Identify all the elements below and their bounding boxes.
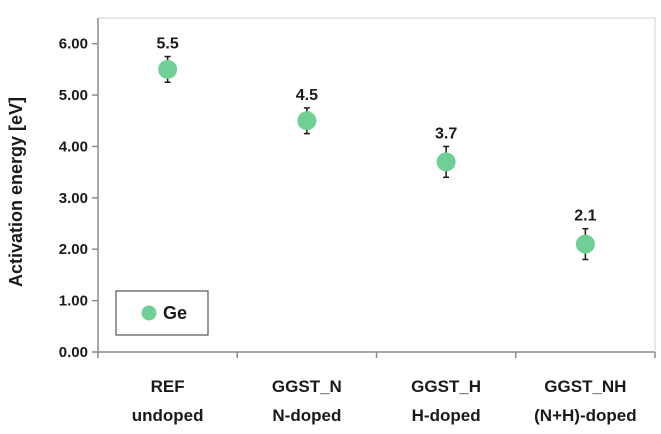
y-tick-label: 1.00 (59, 293, 88, 310)
y-tick-label: 5.00 (59, 87, 88, 104)
y-tick-label: 6.00 (59, 36, 88, 53)
x-category-label-line2: H-doped (412, 406, 481, 425)
data-point (575, 234, 595, 254)
legend-box (115, 290, 209, 336)
y-axis-title: Activation energy [eV] (6, 97, 26, 287)
legend-label: Ge (163, 303, 187, 323)
y-tick-label: 3.00 (59, 190, 88, 207)
x-category-label-line2: undoped (132, 406, 204, 425)
x-category-label-line1: GGST_H (411, 377, 481, 396)
data-point (158, 59, 178, 79)
x-category-label-line1: REF (151, 377, 185, 396)
y-tick-label: 0.00 (59, 344, 88, 361)
data-label: 4.5 (296, 87, 318, 104)
data-label: 2.1 (574, 208, 596, 225)
data-point (436, 152, 456, 172)
x-category-label-line2: (N+H)-doped (534, 406, 636, 425)
y-tick-label: 4.00 (59, 138, 88, 155)
legend: Ge (115, 290, 209, 336)
x-category-label-line1: GGST_NH (544, 377, 626, 396)
data-label: 5.5 (157, 36, 179, 53)
x-category-label-line2: N-doped (272, 406, 341, 425)
y-tick-label: 2.00 (59, 241, 88, 258)
x-category-label-line1: GGST_N (272, 377, 342, 396)
data-point (297, 111, 317, 131)
legend-marker (141, 305, 157, 321)
data-label: 3.7 (435, 125, 457, 142)
